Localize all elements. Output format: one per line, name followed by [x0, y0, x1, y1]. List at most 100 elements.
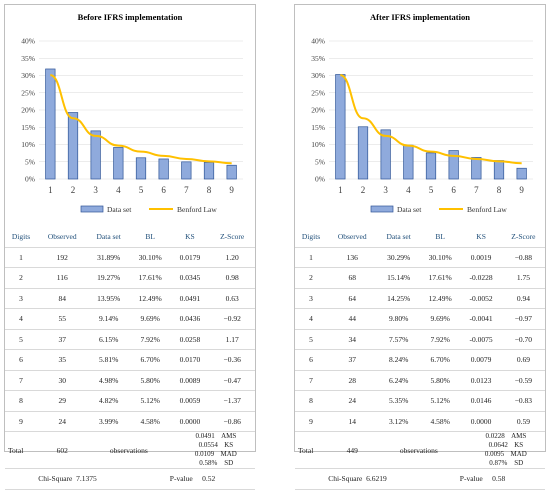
table-cell: 7.92% [129, 329, 171, 350]
data-set-bar [380, 129, 391, 180]
y-tick-label: 25% [311, 88, 325, 97]
table-cell: 15.14% [377, 267, 420, 289]
x-tick-label: 3 [93, 185, 98, 195]
y-tick-label: 25% [21, 88, 35, 97]
table-cell: 0.0179 [170, 247, 210, 268]
data-set-bar [425, 152, 437, 180]
data-set-bar [226, 164, 237, 180]
table-cell: 6.24% [377, 370, 420, 391]
summary-value: 0.0491 [195, 432, 215, 440]
table-cell: 28 [327, 370, 378, 391]
y-tick-label: 10% [21, 140, 35, 149]
summary-value: 0.58% [199, 459, 218, 467]
summary-label: SD [514, 459, 524, 467]
summary-line: 0.0228 AMS [460, 432, 545, 441]
data-set-bar [448, 150, 459, 180]
table-cell: −1.37 [209, 390, 255, 412]
table-cell: 44 [327, 308, 378, 330]
table-cell: 12.49% [419, 288, 461, 309]
table-cell: −0.36 [209, 349, 255, 371]
table-cell: 0.0079 [460, 349, 502, 371]
summary-label: MAD [510, 450, 527, 458]
legend-data-set-label: Data set [107, 205, 132, 214]
table-cell: 24 [37, 411, 88, 432]
table-cell: −0.88 [501, 247, 545, 268]
table-cell: -0.0052 [460, 288, 502, 309]
table-cell: −0.70 [501, 329, 545, 350]
summary-label: AMS [511, 432, 527, 440]
total-label: Total [5, 431, 38, 469]
table-cell: 4.58% [129, 411, 171, 432]
after-ifrs-chart: After IFRS implementation0%5%10%15%20%25… [311, 12, 533, 214]
table-cell: 4 [295, 308, 328, 330]
y-tick-label: 20% [21, 106, 35, 115]
table-cell: 31.89% [87, 247, 130, 268]
table-cell: 19.27% [87, 267, 130, 289]
table-cell: 192 [37, 247, 88, 268]
x-tick-label: 2 [361, 185, 366, 195]
table-cell: 9 [295, 411, 328, 432]
table-cell: 7.57% [377, 329, 420, 350]
table-cell: 14.25% [377, 288, 420, 309]
data-set-bar [471, 157, 482, 180]
legend-benford-label: Benford Law [467, 205, 507, 214]
table-cell: 0.0436 [170, 308, 210, 330]
table-cell: 9.14% [87, 308, 130, 330]
table-cell: 0.0000 [460, 411, 502, 432]
table-cell: 1.17 [209, 329, 255, 350]
table-cell: 6.70% [419, 349, 461, 371]
chi-square-cell: Chi-Square 7.1375 [5, 468, 130, 490]
table-row: 7 28 6.24% 5.80% 0.0123 −0.59 [295, 370, 545, 391]
table-cell: 30.10% [129, 247, 171, 268]
table-cell: 7.92% [419, 329, 461, 350]
table-cell: 0.0059 [170, 390, 210, 412]
table-row: 3 84 13.95% 12.49% 0.0491 0.63 [5, 288, 255, 309]
table-row: 1 192 31.89% 30.10% 0.0179 1.20 [5, 247, 255, 268]
data-set-bar [357, 126, 369, 180]
p-value-cell: P-value 0.58 [419, 468, 545, 490]
table-cell: -0.0075 [460, 329, 502, 350]
y-tick-label: 35% [311, 54, 325, 63]
chi-square-cell: Chi-Square 6.6219 [295, 468, 420, 490]
legend-data-set-label: Data set [397, 205, 422, 214]
p-value-label: P-value [169, 474, 193, 484]
table-cell: −0.92 [209, 308, 255, 330]
table-cell: 2 [5, 267, 38, 289]
table-cell: 5 [5, 329, 38, 350]
table-cell: 14 [327, 411, 378, 432]
total-value: 449 [327, 431, 378, 469]
x-tick-label: 3 [383, 185, 388, 195]
total-label: Total [295, 431, 328, 469]
y-tick-label: 15% [21, 123, 35, 132]
chi-square-label: Chi-Square [328, 474, 363, 484]
column-header: Z-Score [209, 227, 255, 248]
table-cell: 4.58% [419, 411, 461, 432]
table-cell: 0.94 [501, 288, 545, 309]
y-tick-label: 5% [315, 157, 325, 166]
table-cell: 1.75 [501, 267, 545, 289]
table-cell: 0.0019 [460, 247, 502, 268]
column-header: KS [170, 227, 210, 248]
table-cell: 55 [37, 308, 88, 330]
summary-line: 0.0095 MAD [460, 450, 545, 459]
x-tick-label: 8 [207, 185, 212, 195]
table-cell: 17.61% [419, 267, 461, 289]
table-row: 4 44 9.80% 9.69% -0.0041 −0.97 [295, 308, 545, 330]
summary-statistics: 0.0491 AMS 0.0554 KS 0.0109 MAD 0.58% SD [170, 431, 255, 469]
table-cell: −0.47 [209, 370, 255, 391]
data-set-bar [516, 167, 527, 180]
table-cell: 1 [295, 247, 328, 268]
table-cell: 9 [5, 411, 38, 432]
table-cell: 136 [327, 247, 378, 268]
table-cell: 6.15% [87, 329, 130, 350]
x-tick-label: 5 [139, 185, 144, 195]
table-cell: 30.29% [377, 247, 420, 268]
table-cell: 24 [327, 390, 378, 412]
table-cell: 0.0345 [170, 267, 210, 289]
data-set-bar [45, 68, 56, 180]
column-header: BL [419, 227, 461, 248]
column-header: Data set [87, 227, 130, 248]
table-cell: 68 [327, 267, 378, 289]
x-tick-label: 7 [184, 185, 189, 195]
summary-label: KS [224, 441, 234, 449]
